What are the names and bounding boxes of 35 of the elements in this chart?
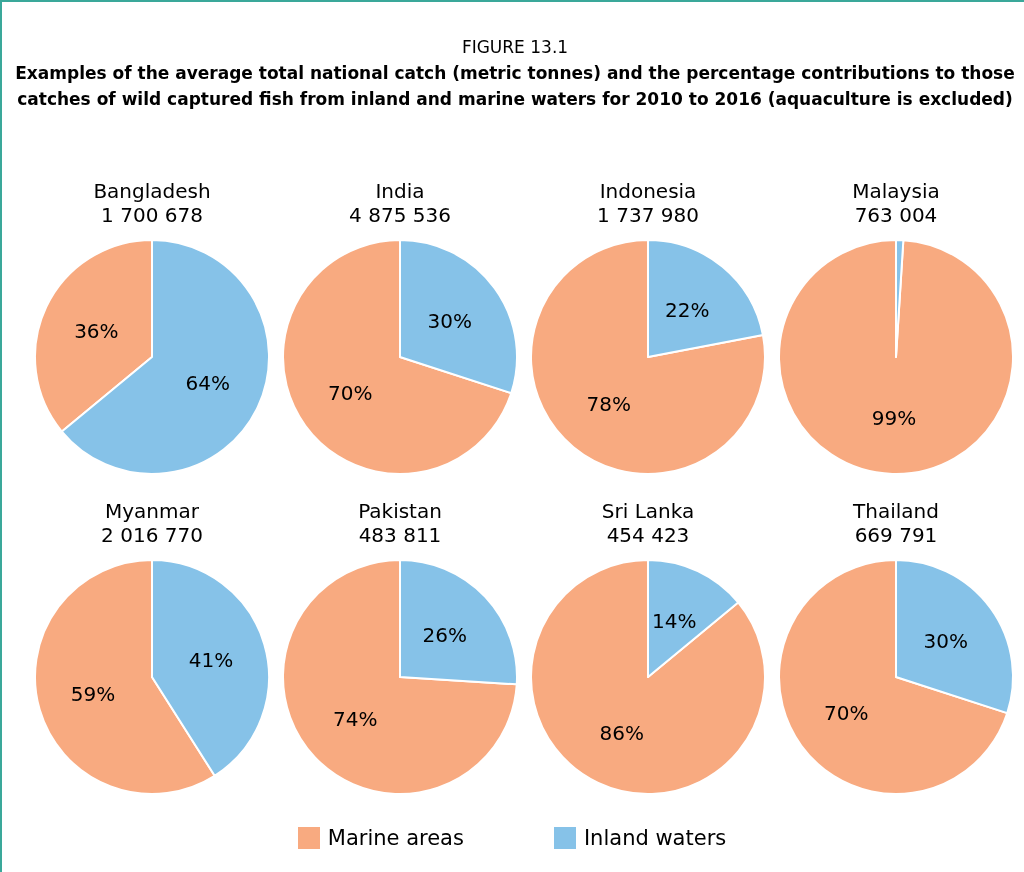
chart-title: Myanmar bbox=[105, 499, 200, 523]
text: Examples of the average total national catch (metric tonnes) and the percentage contributions to those catches of wild captured fish from inland and marine waters for 2010 to 2016 (aquaculture is excluded) bbox=[14, 62, 1016, 111]
data-label: 30% bbox=[923, 628, 968, 653]
data-label: 64% bbox=[185, 371, 230, 396]
chart-subtitle: 1 737 980 bbox=[597, 203, 699, 227]
legend-label: Inland waters bbox=[583, 826, 727, 850]
data-label: 30% bbox=[427, 308, 472, 333]
data-label: 70% bbox=[824, 701, 869, 726]
caption: FIGURE 13.1 bbox=[460, 36, 570, 59]
data-label: 70% bbox=[328, 381, 373, 406]
data-label: 86% bbox=[599, 720, 645, 745]
data-label: 36% bbox=[74, 318, 119, 343]
chart-title: Thailand bbox=[852, 499, 939, 523]
data-label: 14% bbox=[651, 609, 697, 634]
chart-subtitle: 4 875 536 bbox=[349, 203, 451, 227]
chart-subtitle: 1 700 678 bbox=[101, 203, 203, 227]
chart-subtitle: 483 811 bbox=[358, 523, 442, 547]
chart-title: Indonesia bbox=[599, 179, 697, 203]
data-label: 78% bbox=[586, 392, 632, 417]
chart-title: India bbox=[375, 179, 425, 203]
chart-subtitle: 2 016 770 bbox=[101, 523, 203, 547]
chart-title: Bangladesh bbox=[93, 179, 211, 203]
chart-subtitle: 454 423 bbox=[606, 523, 690, 547]
chart-title: Malaysia bbox=[852, 179, 940, 203]
chart-subtitle: 763 004 bbox=[854, 203, 938, 227]
data-label: 59% bbox=[70, 682, 116, 707]
chart-title: Sri Lanka bbox=[601, 499, 695, 523]
data-label: 74% bbox=[332, 707, 378, 732]
data-label: 99% bbox=[871, 406, 917, 431]
legend-label: Marine areas bbox=[327, 826, 464, 850]
chart-title: Pakistan bbox=[358, 499, 442, 523]
data-label: 26% bbox=[422, 622, 468, 647]
data-label: 41% bbox=[188, 647, 234, 672]
chart-subtitle: 669 791 bbox=[854, 523, 938, 547]
data-label: 22% bbox=[664, 297, 710, 322]
